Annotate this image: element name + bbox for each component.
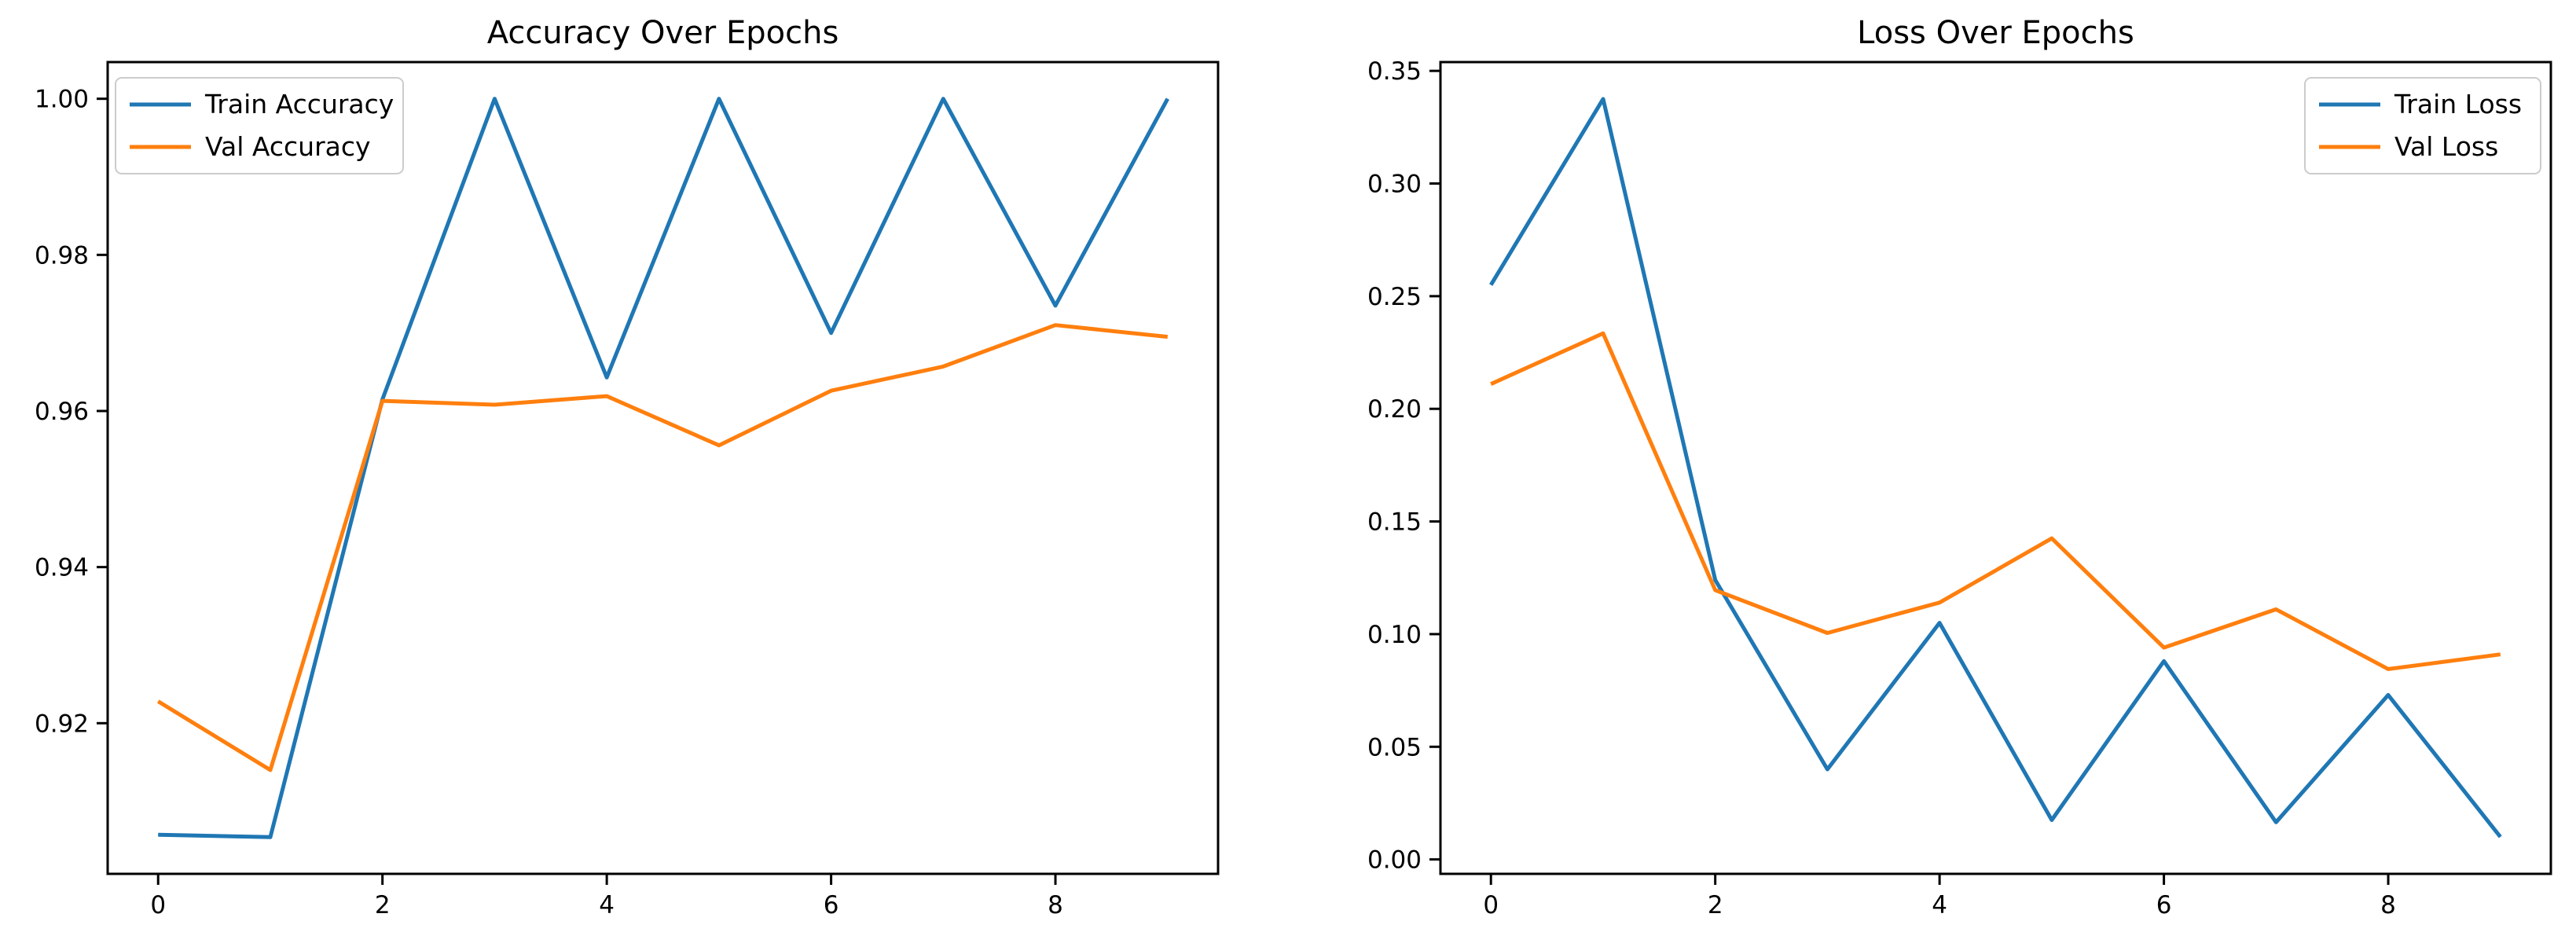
y-tick-label: 0.30 bbox=[1367, 171, 1422, 199]
x-tick-label: 6 bbox=[824, 891, 839, 919]
y-tick-label: 0.94 bbox=[35, 554, 89, 582]
x-tick-label: 4 bbox=[1932, 891, 1947, 919]
x-tick-label: 8 bbox=[1048, 891, 1063, 919]
x-tick-label: 8 bbox=[2380, 891, 2396, 919]
chart-title: Accuracy Over Epochs bbox=[487, 15, 839, 51]
x-tick-label: 0 bbox=[1483, 891, 1499, 919]
plot-area-border bbox=[106, 61, 1220, 875]
x-tick-label: 0 bbox=[150, 891, 166, 919]
y-tick-label: 0.05 bbox=[1367, 733, 1422, 761]
y-tick-label: 1.00 bbox=[35, 86, 89, 114]
legend-label: Train Accuracy bbox=[204, 89, 394, 119]
y-tick-label: 0.35 bbox=[1367, 57, 1422, 86]
y-tick-label: 0.92 bbox=[35, 710, 89, 738]
x-tick-label: 6 bbox=[2156, 891, 2172, 919]
accuracy-over-epochs-subplot: Accuracy Over Epochs 0.92 0.94 0.96 0.98 1.00… bbox=[35, 15, 1220, 919]
val-loss-line bbox=[1490, 331, 2501, 671]
x-tick-label: 2 bbox=[1708, 891, 1723, 919]
chart-title: Loss Over Epochs bbox=[1857, 15, 2134, 51]
legend: Train Loss Val Loss bbox=[2304, 77, 2541, 174]
legend: Train Accuracy Val Accuracy bbox=[115, 77, 404, 174]
plot-area-border bbox=[1439, 61, 2552, 875]
train-accuracy-line bbox=[158, 97, 1169, 839]
y-tick-label: 0.98 bbox=[35, 241, 89, 270]
y-tick-label: 0.20 bbox=[1367, 395, 1422, 424]
y-tick-label: 0.10 bbox=[1367, 621, 1422, 649]
y-tick-label: 0.15 bbox=[1367, 508, 1422, 537]
y-tick-label: 0.25 bbox=[1367, 283, 1422, 311]
legend-box bbox=[115, 77, 404, 174]
legend-label: Train Loss bbox=[2394, 89, 2522, 119]
legend-box bbox=[2304, 77, 2541, 174]
loss-over-epochs-subplot: Loss Over Epochs 0.00 0.05 0.10 0.15 0.20 0.25… bbox=[1367, 15, 2552, 919]
y-tick-label: 0.96 bbox=[35, 398, 89, 426]
val-accuracy-line bbox=[156, 323, 1169, 772]
x-tick-label: 4 bbox=[599, 891, 615, 919]
x-tick-label: 2 bbox=[375, 891, 391, 919]
legend-label: Val Accuracy bbox=[205, 131, 371, 162]
train-loss-line bbox=[1489, 97, 2502, 838]
legend-label: Val Loss bbox=[2394, 131, 2498, 162]
y-tick-label: 0.00 bbox=[1367, 846, 1422, 875]
